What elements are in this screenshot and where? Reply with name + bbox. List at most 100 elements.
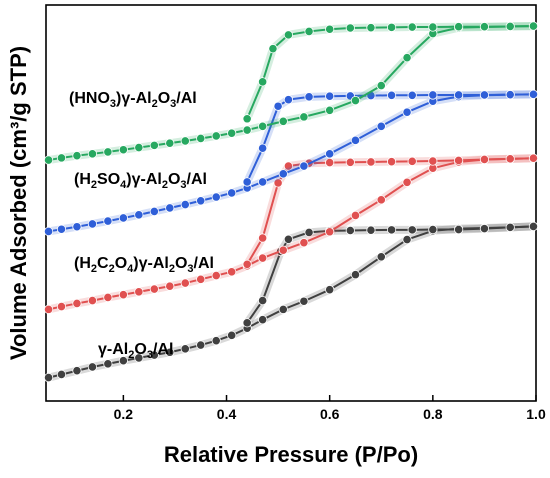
adsorption-point <box>72 222 82 232</box>
adsorption-point <box>227 128 237 138</box>
adsorption-point <box>180 278 190 288</box>
adsorption-point <box>196 196 206 206</box>
adsorption-point <box>258 253 268 263</box>
adsorption-point <box>227 188 237 198</box>
adsorption-point <box>299 161 309 171</box>
desorption-point <box>428 90 438 100</box>
desorption-point <box>242 318 252 328</box>
desorption-point <box>528 89 539 99</box>
desorption-point <box>242 177 252 187</box>
desorption-point <box>386 22 397 32</box>
adsorption-point <box>325 285 335 295</box>
x-axis-title: Relative Pressure (P/Po) <box>164 442 418 467</box>
adsorption-point <box>350 210 361 221</box>
desorption-point <box>386 225 397 235</box>
desorption-point <box>407 22 417 32</box>
adsorption-point <box>350 96 361 106</box>
adsorption-point <box>180 136 190 146</box>
desorption-point <box>258 296 268 306</box>
adsorption-point <box>278 245 288 255</box>
adsorption-point <box>376 80 386 91</box>
adsorption-point <box>149 350 159 360</box>
desorption-point <box>304 26 314 37</box>
adsorption-point <box>56 224 67 234</box>
x-tick-label: 1.0 <box>526 406 546 422</box>
adsorption-point <box>325 105 335 115</box>
series-label: γ-Al2O3/Al <box>98 341 173 361</box>
x-tick-label: 0.8 <box>423 406 443 422</box>
adsorption-point <box>180 344 190 354</box>
desorption-point <box>454 90 464 100</box>
adsorption-point <box>196 274 206 284</box>
desorption-point <box>366 157 376 167</box>
desorption-point <box>479 224 490 234</box>
adsorption-point <box>118 213 128 223</box>
desorption-point <box>304 227 314 237</box>
series-label: (H2SO4)γ-Al2O3/Al <box>74 171 207 191</box>
adsorption-point <box>72 366 82 376</box>
adsorption-point <box>103 292 113 303</box>
adsorption-point <box>43 226 54 237</box>
desorption-point <box>283 30 294 40</box>
series-2: (H2SO4)γ-Al2O3/Al <box>43 89 539 237</box>
series-label: (H2C2O4)γ-Al2O3/Al <box>74 255 214 275</box>
adsorption-point <box>56 301 67 312</box>
adsorption-point <box>87 219 98 229</box>
desorption-point <box>505 21 515 32</box>
adsorption-point <box>103 359 113 369</box>
desorption-point <box>407 90 417 100</box>
adsorption-point <box>258 315 268 325</box>
desorption-point <box>304 92 314 102</box>
adsorption-point <box>165 281 175 291</box>
desorption-point <box>325 91 335 101</box>
desorption-point <box>268 44 278 54</box>
adsorption-point <box>118 290 128 300</box>
adsorption-point <box>149 284 159 294</box>
adsorption-point <box>325 227 335 237</box>
desorption-point <box>454 22 464 32</box>
adsorption-point <box>242 125 252 135</box>
adsorption-point <box>227 330 237 340</box>
adsorption-point <box>350 270 361 280</box>
desorption-point <box>428 156 438 166</box>
adsorption-point <box>72 298 82 309</box>
adsorption-point <box>278 304 288 314</box>
adsorption-point <box>134 142 144 153</box>
adsorption-point <box>180 199 190 210</box>
desorption-point <box>345 157 355 167</box>
desorption-point <box>528 153 539 163</box>
desorption-point <box>258 233 268 243</box>
x-tick-label: 0.4 <box>217 406 237 422</box>
desorption-point <box>258 77 268 87</box>
desorption-point <box>428 22 438 32</box>
adsorption-point <box>278 116 288 126</box>
desorption-point <box>242 259 252 269</box>
series-layer: γ-Al2O3/Al (H2C2O4)γ-Al2O3/Al (H2SO4)γ-Al2… <box>43 21 539 383</box>
desorption-point <box>386 90 397 100</box>
adsorption-point <box>258 121 268 131</box>
adsorption-point <box>196 340 206 350</box>
desorption-point <box>283 95 294 105</box>
adsorption-point <box>165 203 175 213</box>
desorption-point <box>528 21 539 31</box>
adsorption-point <box>149 206 159 217</box>
desorption-point <box>325 24 335 34</box>
desorption-point <box>283 161 294 171</box>
adsorption-point <box>299 238 309 248</box>
adsorption-point <box>211 192 221 202</box>
adsorption-point <box>299 296 309 306</box>
adsorption-point <box>103 147 113 157</box>
desorption-point <box>345 23 355 33</box>
desorption-point <box>242 114 252 124</box>
desorption-point <box>325 157 335 168</box>
desorption-point <box>505 222 515 232</box>
adsorption-point <box>325 149 335 159</box>
adsorption-point <box>196 133 206 144</box>
adsorption-point <box>134 287 144 297</box>
adsorption-point <box>56 153 67 163</box>
desorption-point <box>528 221 539 232</box>
desorption-point <box>454 224 464 235</box>
adsorption-point <box>376 252 386 262</box>
